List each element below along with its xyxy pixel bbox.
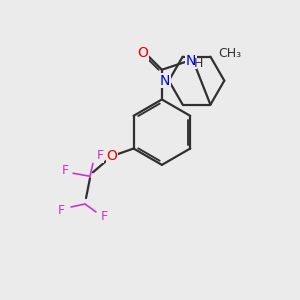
Text: N: N [185,54,196,68]
Text: F: F [58,204,65,218]
Text: F: F [100,210,107,224]
Text: F: F [62,164,69,177]
Text: H: H [194,57,203,70]
Text: N: N [160,74,170,88]
Text: CH₃: CH₃ [218,47,242,60]
Text: O: O [106,149,117,164]
Text: F: F [96,149,103,162]
Text: O: O [137,46,148,60]
